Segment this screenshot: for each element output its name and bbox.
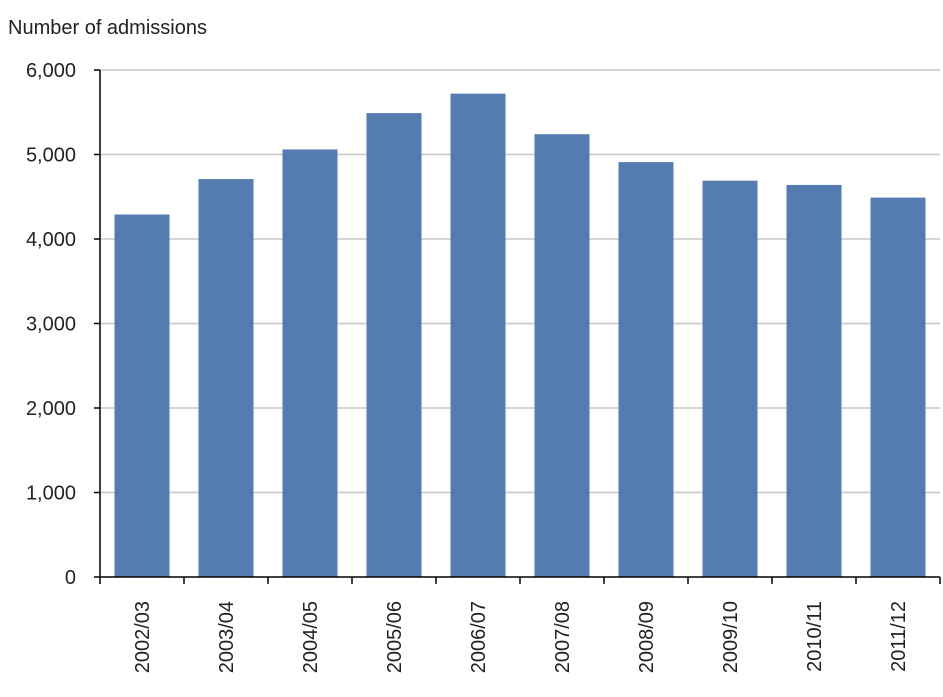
y-tick-labels: 0 1,000 2,000 3,000 4,000 5,000 6,000	[26, 60, 100, 589]
y-tick-label: 5,000	[26, 145, 76, 167]
bars	[114, 93, 926, 578]
y-tick-label: 6,000	[26, 60, 76, 82]
bar	[198, 179, 254, 577]
y-tick-label: 1,000	[26, 483, 76, 505]
y-tick-label: 0	[65, 567, 76, 589]
x-tick-label: 2005/06	[384, 601, 406, 673]
x-tick-label: 2002/03	[132, 601, 154, 673]
x-tick-label: 2004/05	[300, 601, 322, 673]
bar	[786, 184, 842, 578]
bar	[870, 197, 926, 577]
x-tick-label: 2008/09	[636, 601, 658, 673]
x-tick-label: 2003/04	[216, 601, 238, 673]
x-tick-label: 2006/07	[468, 601, 490, 673]
bar	[618, 162, 674, 578]
y-axis-label: Number of admissions	[8, 17, 207, 39]
x-tick-label: 2009/10	[720, 601, 742, 673]
x-tick-label: 2011/12	[888, 601, 910, 672]
bar	[282, 149, 338, 577]
x-tick-label: 2010/11	[804, 601, 826, 672]
y-tick-label: 4,000	[26, 229, 76, 251]
bar	[450, 93, 506, 577]
x-tick-label: 2007/08	[552, 601, 574, 673]
bar	[702, 180, 758, 577]
x-tick-labels: 2002/03 2003/04 2004/05 2005/06 2006/07 2007/…	[99, 577, 941, 673]
bar	[366, 113, 422, 577]
bar	[534, 134, 590, 577]
bar	[114, 214, 170, 577]
y-tick-label: 2,000	[26, 398, 76, 420]
y-tick-label: 3,000	[26, 314, 76, 336]
